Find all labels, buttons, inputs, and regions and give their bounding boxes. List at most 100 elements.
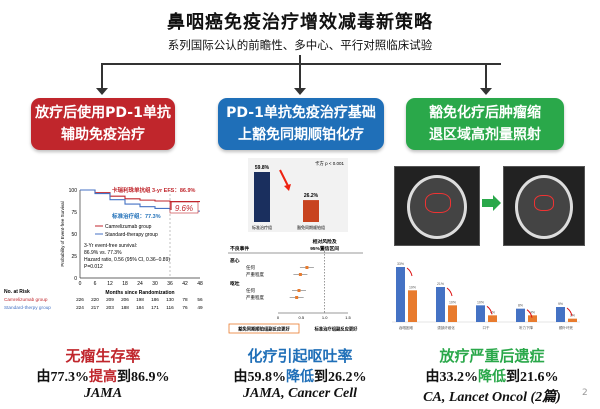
x-tick-label: 12 <box>107 281 113 287</box>
risk-value: 56 <box>197 297 203 302</box>
forest-right-label: 标准治疗组副反应更好 <box>314 326 359 333</box>
red-arrow-icon <box>406 267 413 277</box>
bar <box>396 267 405 322</box>
bar-value-label: 19% <box>409 285 416 289</box>
result-line: 由59.8%降低到26.2% <box>200 366 400 386</box>
red-arrow-icon <box>566 307 573 317</box>
category-label: 颞叶坏死 <box>559 325 573 330</box>
result-post: 到21.6% <box>506 370 559 385</box>
bar-value-label: 4% <box>490 310 495 314</box>
category-label: 标准治疗组 <box>252 224 272 230</box>
forest-row-label: 任何 <box>246 264 255 271</box>
category-label: 颈部纤维化 <box>437 325 455 330</box>
journal-citation: JAMA <box>83 386 123 401</box>
result-pre: 由77.3% <box>36 370 90 385</box>
panel-heading: 无瘤生存率 <box>65 347 141 365</box>
journal-citation: JAMA, Cancer Cell <box>243 386 357 401</box>
bar <box>254 172 270 222</box>
y-tick-label: 50 <box>71 232 77 238</box>
risk-value: 209 <box>106 297 114 302</box>
risk-value: 184 <box>136 305 144 310</box>
y-tick-label: 25 <box>71 254 77 260</box>
point-estimate <box>297 289 301 292</box>
risk-value: 188 <box>121 305 129 310</box>
arrow-right-icon <box>482 199 494 207</box>
box-line: 上豁免同期顺铂化疗 <box>238 127 364 143</box>
risk-value: 78 <box>182 297 188 302</box>
risk-value: 76 <box>182 305 188 310</box>
x-tick-label: 24 <box>137 281 143 287</box>
legend-entry: Camrelizumab group <box>105 224 152 230</box>
risk-value: 130 <box>166 297 174 302</box>
red-arrow-icon <box>486 305 493 315</box>
forest-tick: 0.5 <box>299 315 305 320</box>
vomiting-bar-chart: 59.8% 标准治疗组 26.2% 豁免同期顺铂组 卡方 p < 0.001 <box>248 158 348 232</box>
ct-image-before <box>394 166 480 246</box>
p-value: 卡方 p < 0.001 <box>315 160 345 167</box>
category-label: 口干 <box>483 326 491 330</box>
journal-citation: CA, Lancet Oncol (2篇) <box>423 390 561 405</box>
bar <box>528 315 537 322</box>
ct-image-after <box>503 166 585 246</box>
point-estimate <box>305 266 309 269</box>
bar <box>516 308 525 322</box>
annotation-blue: 标准治疗组：77.3% <box>111 212 161 220</box>
box-line: 豁免化疗后肿瘤缩 <box>429 105 541 121</box>
x-tick-label: 36 <box>167 281 173 287</box>
x-axis-label: Months since Randomization <box>105 290 174 296</box>
y-tick-label: 75 <box>71 210 77 216</box>
red-arrow-icon <box>279 169 289 187</box>
forest-col1: 不良事件 <box>230 245 249 252</box>
bar-value-label: 10% <box>449 300 456 304</box>
red-arrow-head <box>284 184 291 191</box>
tree-connector <box>299 55 301 64</box>
result-pre: 由33.2% <box>425 370 479 385</box>
x-tick-label: 0 <box>79 281 82 287</box>
km-curve-camrelizumab <box>80 189 200 203</box>
bar-value-label: 8% <box>518 304 523 308</box>
risk-value: 224 <box>76 305 84 310</box>
bar-value-label: 26.2% <box>304 193 319 199</box>
bar-value-label: 4% <box>530 310 535 314</box>
bar-value-label: 2% <box>570 314 575 318</box>
bar-value-label: 21% <box>437 282 444 286</box>
risk-value: 49 <box>197 305 203 310</box>
forest-tick: 1.5 <box>345 315 351 320</box>
bar <box>568 318 577 322</box>
forest-row-label: 任何 <box>246 287 255 294</box>
tree-connector <box>101 63 501 65</box>
stats-line: P=0.012 <box>84 264 103 270</box>
left-label-box <box>228 323 300 334</box>
x-tick-label: 6 <box>94 281 97 287</box>
risk-row-label: Standard-therpy group <box>4 305 51 310</box>
arrow-down-icon <box>480 88 492 101</box>
bar-value-label: 59.8% <box>255 165 270 171</box>
stats-line: 86.9% vs. 77.3% <box>84 250 122 256</box>
bar-value-label: 9% <box>558 302 563 306</box>
bar-value-label: 33% <box>397 262 404 266</box>
x-tick-label: 42 <box>182 281 188 287</box>
annotation-red: 卡瑞利珠单抗组 3-yr EFS：86.9% <box>112 186 196 194</box>
strategy-box-dose-reduction: 豁免化疗后肿瘤缩 退区域高剂量照射 <box>406 98 564 150</box>
bar <box>408 290 417 322</box>
bar <box>556 307 565 322</box>
risk-row-label: Camrelizumab group <box>4 297 48 302</box>
box-line: 辅助免疫治疗 <box>61 127 145 143</box>
y-tick-label: 100 <box>69 188 78 194</box>
arrow-down-icon <box>294 88 306 101</box>
bar <box>436 287 445 322</box>
risk-value: 116 <box>166 305 174 310</box>
red-arrow-icon <box>446 287 453 297</box>
y-axis-label: Probability of Event-free Survival <box>60 201 65 266</box>
result-pre: 由59.8% <box>233 370 287 385</box>
x-tick-label: 30 <box>152 281 158 287</box>
tree-connector <box>101 63 103 93</box>
y-tick-label: 0 <box>74 276 77 282</box>
bar-value-label: 10% <box>477 300 484 304</box>
result-verb: 提高 <box>89 370 117 385</box>
diff-box <box>169 201 199 214</box>
forest-group: 呕吐 <box>230 280 240 287</box>
forest-tick: 0 <box>277 315 280 320</box>
point-estimate <box>298 273 302 276</box>
result-line: 由77.3%提高到86.9% <box>3 366 203 386</box>
